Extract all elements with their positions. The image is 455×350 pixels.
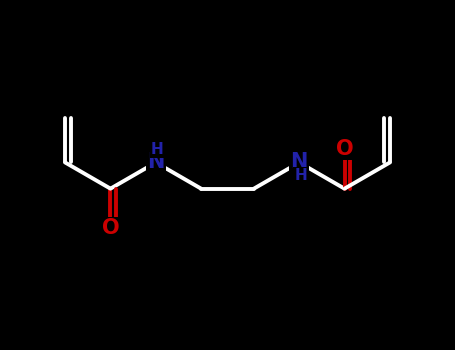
- Text: O: O: [101, 218, 119, 238]
- Text: H: H: [294, 168, 307, 183]
- Text: N: N: [290, 153, 308, 173]
- Text: H: H: [151, 142, 163, 157]
- Text: O: O: [336, 139, 354, 159]
- Text: N: N: [147, 153, 165, 173]
